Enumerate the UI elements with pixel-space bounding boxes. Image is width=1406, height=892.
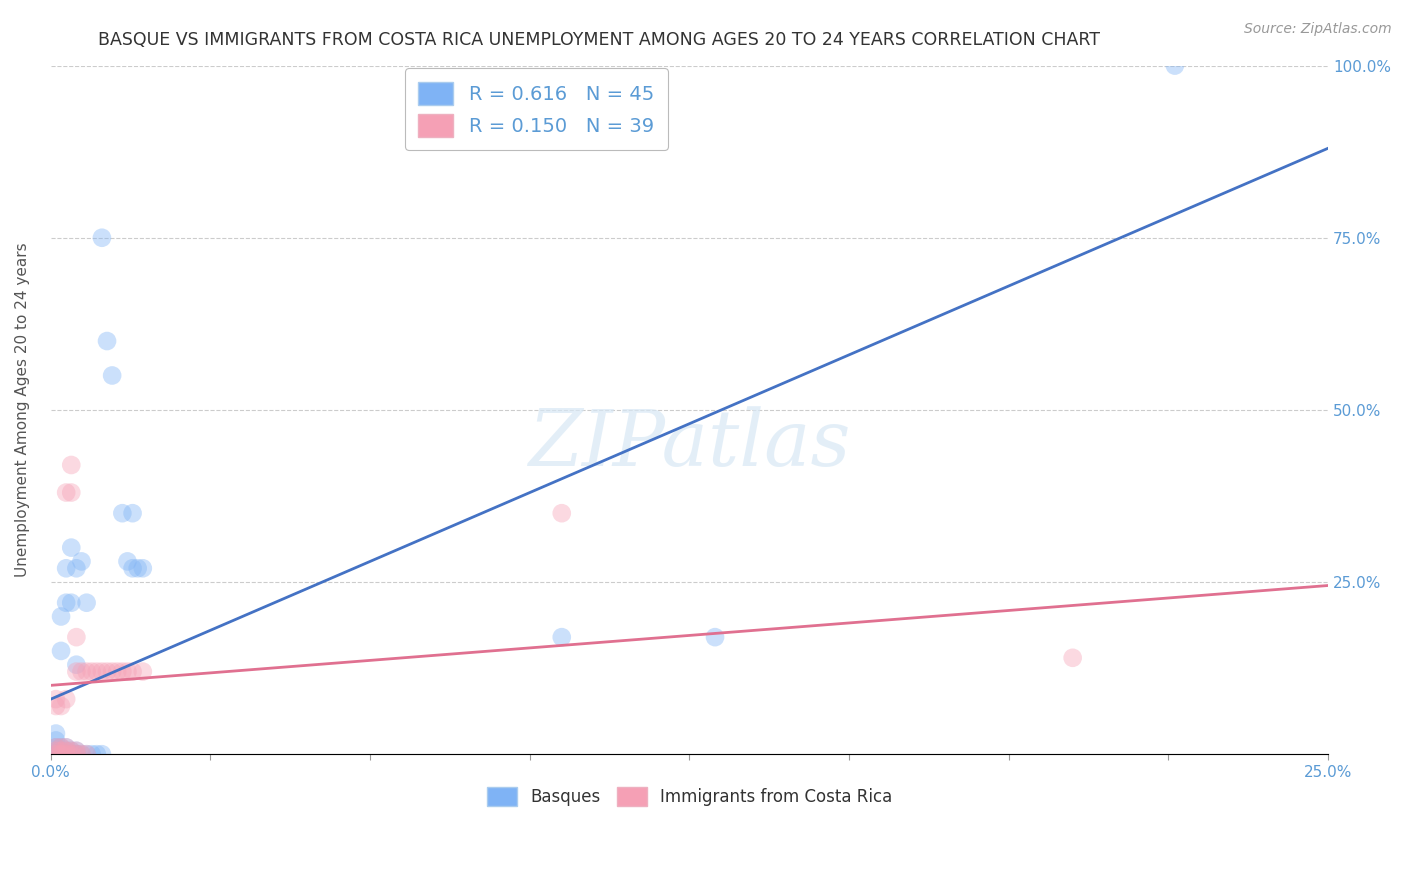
Point [117, 665, 139, 679]
Point [80, 665, 103, 679]
Point [49, 747, 72, 762]
Point [65, 744, 87, 758]
Point [86, 665, 108, 679]
Point [49, 747, 72, 762]
Point [60, 744, 83, 758]
Point [55, 561, 77, 575]
Point [117, 554, 139, 568]
Legend: Basques, Immigrants from Costa Rica: Basques, Immigrants from Costa Rica [478, 779, 901, 814]
Point [55, 740, 77, 755]
Point [49, 747, 72, 762]
Point [76, 596, 98, 610]
Point [55, 744, 77, 758]
Point [60, 747, 83, 762]
Point [70, 747, 93, 762]
Point [60, 596, 83, 610]
Text: ZIPatlas: ZIPatlas [529, 406, 851, 483]
Point [551, 506, 574, 520]
Point [60, 458, 83, 472]
Point [60, 485, 83, 500]
Point [49, 609, 72, 624]
Point [55, 596, 77, 610]
Point [49, 744, 72, 758]
Point [76, 665, 98, 679]
Point [45, 698, 67, 713]
Point [105, 665, 128, 679]
Point [65, 657, 87, 672]
Point [49, 644, 72, 658]
Point [60, 747, 83, 762]
Point [65, 747, 87, 762]
Point [60, 747, 83, 762]
Y-axis label: Unemployment Among Ages 20 to 24 years: Unemployment Among Ages 20 to 24 years [15, 243, 30, 577]
Point [121, 506, 143, 520]
Point [65, 665, 87, 679]
Point [132, 665, 155, 679]
Point [65, 747, 87, 762]
Point [76, 747, 98, 762]
Point [704, 630, 727, 644]
Text: Source: ZipAtlas.com: Source: ZipAtlas.com [1244, 22, 1392, 37]
Point [86, 747, 108, 762]
Point [45, 740, 67, 755]
Point [55, 747, 77, 762]
Point [55, 747, 77, 762]
Point [45, 740, 67, 755]
Point [55, 692, 77, 706]
Point [45, 726, 67, 740]
Point [111, 506, 134, 520]
Point [551, 630, 574, 644]
Point [65, 561, 87, 575]
Point [55, 747, 77, 762]
Point [49, 740, 72, 755]
Point [65, 630, 87, 644]
Point [55, 485, 77, 500]
Point [121, 561, 143, 575]
Point [45, 747, 67, 762]
Point [1164, 59, 1187, 73]
Point [76, 747, 98, 762]
Point [101, 368, 124, 383]
Point [45, 744, 67, 758]
Point [65, 747, 87, 762]
Point [90, 665, 112, 679]
Point [49, 740, 72, 755]
Point [70, 554, 93, 568]
Point [90, 231, 112, 245]
Point [45, 747, 67, 762]
Point [121, 665, 143, 679]
Point [45, 692, 67, 706]
Point [55, 744, 77, 758]
Point [45, 744, 67, 758]
Point [1062, 650, 1084, 665]
Point [96, 665, 118, 679]
Point [45, 733, 67, 747]
Point [132, 561, 155, 575]
Point [101, 665, 124, 679]
Point [65, 744, 87, 758]
Point [96, 334, 118, 348]
Point [60, 744, 83, 758]
Point [80, 747, 103, 762]
Point [49, 747, 72, 762]
Point [111, 665, 134, 679]
Point [49, 744, 72, 758]
Point [55, 740, 77, 755]
Point [49, 698, 72, 713]
Point [60, 541, 83, 555]
Point [90, 747, 112, 762]
Text: BASQUE VS IMMIGRANTS FROM COSTA RICA UNEMPLOYMENT AMONG AGES 20 TO 24 YEARS CORR: BASQUE VS IMMIGRANTS FROM COSTA RICA UNE… [98, 31, 1101, 49]
Point [70, 665, 93, 679]
Point [70, 747, 93, 762]
Point [127, 561, 149, 575]
